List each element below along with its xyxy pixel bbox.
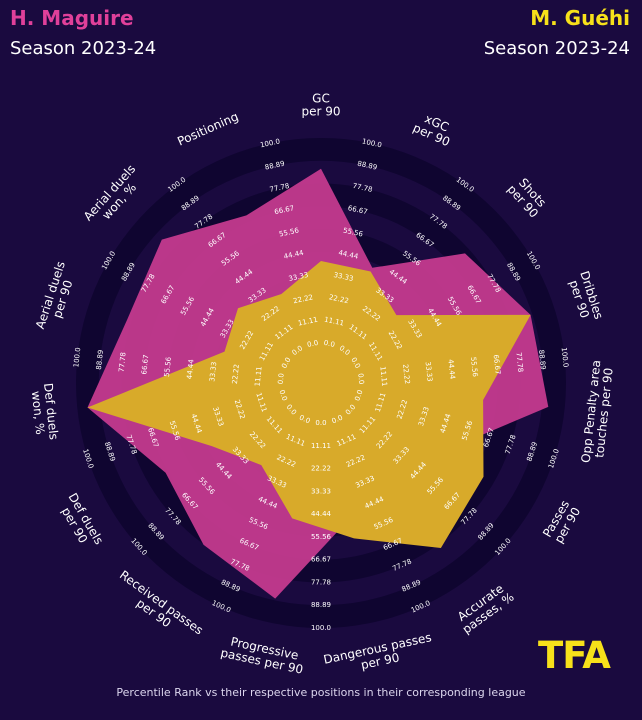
player-right-name: M. Guéhi	[530, 6, 630, 30]
tick-label: 22.22	[401, 364, 411, 385]
category-label: Dribblesper 90	[565, 269, 606, 325]
tick-label: 77.78	[514, 352, 524, 373]
category-label: Opp Penalty areatouches per 90	[579, 359, 617, 465]
tick-label: 0.0	[277, 373, 286, 385]
tick-label: 100.0	[259, 137, 280, 149]
tick-label: 55.56	[311, 533, 332, 541]
category-label: Def duelsper 90	[54, 491, 106, 554]
tick-label: 33.33	[424, 361, 434, 382]
category-label: GC per 90	[301, 92, 340, 119]
tick-label: 100.0	[72, 347, 82, 368]
tick-label: 55.56	[163, 356, 173, 377]
tfa-logo: TFA	[538, 634, 611, 677]
category-label: Positioning	[175, 109, 240, 148]
tick-label: 33.33	[311, 487, 331, 495]
category-label-line: Positioning	[175, 109, 240, 148]
tick-label: 88.89	[95, 349, 105, 370]
category-label-line: per 90	[301, 105, 340, 119]
category-label: Dangerous passesper 90	[322, 630, 435, 679]
category-label: Accuratepasses, %	[452, 579, 517, 636]
tick-label: 66.67	[274, 204, 295, 216]
tick-label: 77.78	[269, 182, 290, 194]
tick-label: 88.89	[357, 160, 378, 172]
player-right-season: Season 2023-24	[483, 38, 630, 59]
tick-label: 66.67	[140, 354, 150, 375]
tick-label: 22.22	[293, 293, 314, 305]
series-guehi-area	[87, 261, 531, 548]
tick-label: 0.0	[356, 373, 365, 385]
category-label: Def duelswon, %	[28, 382, 61, 441]
tick-label: 0.0	[315, 419, 326, 427]
tick-label: 44.44	[311, 510, 332, 518]
tick-label: 33.33	[288, 271, 309, 283]
tick-label: 11.11	[254, 366, 264, 387]
tick-label: 44.44	[446, 359, 456, 380]
tick-label: 33.33	[333, 271, 354, 283]
category-label: Aerial duelsper 90	[33, 259, 80, 334]
tick-label: 11.11	[378, 366, 388, 387]
tick-label: 44.44	[186, 358, 196, 379]
tick-label: 22.22	[328, 293, 349, 305]
player-left-name: H. Maguire	[10, 6, 134, 30]
tick-label: 0.0	[306, 339, 319, 349]
tick-label: 77.78	[352, 182, 373, 194]
tick-label: 22.22	[231, 364, 241, 385]
tick-label: 0.0	[298, 414, 311, 426]
tick-label: 66.67	[347, 204, 368, 216]
category-label: Passesper 90	[540, 498, 583, 546]
category-label: Shotsper 90	[505, 173, 551, 220]
player-left-season: Season 2023-24	[10, 38, 157, 59]
category-label-line: won, %	[29, 390, 48, 435]
tick-label: 55.56	[469, 357, 479, 378]
tick-label: 22.22	[311, 465, 331, 473]
tick-label: 66.67	[311, 556, 331, 564]
footer-note: Percentile Rank vs their respective posi…	[116, 686, 526, 699]
tick-label: 66.67	[492, 354, 502, 375]
tick-label: 100.0	[560, 347, 570, 368]
tick-label: 88.89	[311, 601, 331, 609]
tick-label: 11.11	[323, 316, 344, 328]
category-label: Progressivepasses per 90	[219, 633, 307, 677]
tick-label: 11.11	[297, 316, 318, 328]
tick-label: 0.0	[353, 389, 364, 402]
player-left-header: H. Maguire Season 2023-24	[10, 6, 156, 60]
tick-label: 88.89	[537, 349, 547, 370]
tick-label: 77.78	[118, 352, 128, 373]
category-label-line: Def duels	[41, 382, 61, 440]
player-right-header: M. Guéhi Season 2023-24	[484, 6, 630, 60]
tick-label: 0.0	[277, 389, 288, 402]
tick-label: 88.89	[264, 160, 285, 172]
tick-label: 100.0	[361, 137, 382, 149]
tick-label: 77.78	[311, 578, 331, 586]
category-label-line: GC	[312, 92, 330, 106]
tick-label: 100.0	[311, 624, 331, 632]
tick-label: 0.0	[331, 414, 344, 426]
tick-label: 33.33	[208, 361, 218, 382]
tick-label: 0.0	[323, 339, 336, 349]
category-label: xGCper 90	[411, 109, 458, 150]
tick-label: 11.11	[311, 442, 331, 450]
